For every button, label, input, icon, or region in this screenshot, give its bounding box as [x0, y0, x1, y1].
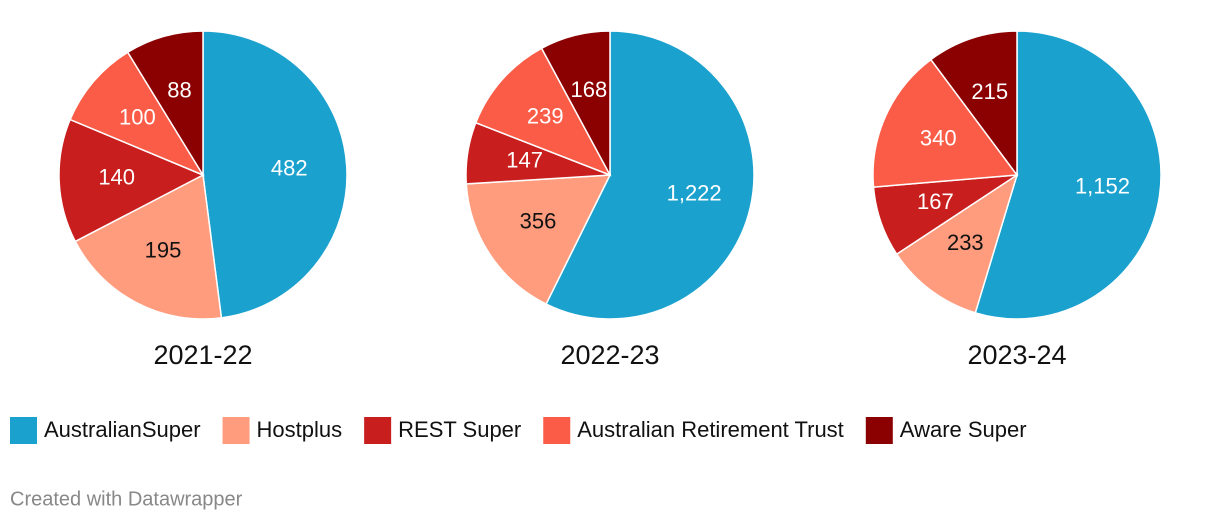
pie-slice: [474, 47, 612, 177]
pie-slice: [69, 51, 205, 177]
value-label: 1,152: [1075, 173, 1130, 198]
value-label: 482: [271, 155, 308, 180]
value-label: 100: [119, 105, 156, 130]
pie-title: 2021-22: [153, 340, 252, 370]
pie-slice: [974, 30, 1162, 320]
value-label: 140: [98, 164, 135, 189]
value-label: 167: [917, 189, 954, 214]
legend-label: Aware Super: [900, 417, 1027, 442]
value-label: 168: [570, 77, 607, 102]
pie-slice: [540, 30, 611, 176]
pie-slice: [126, 30, 204, 178]
value-label: 340: [920, 125, 957, 150]
legend-label: Australian Retirement Trust: [577, 417, 844, 442]
pie-slice: [929, 30, 1018, 178]
value-label: 147: [506, 147, 543, 172]
value-label: 195: [145, 237, 182, 262]
value-label: 233: [947, 230, 984, 255]
legend-swatch: [10, 417, 37, 444]
pie-slice: [74, 173, 223, 320]
pie-slice: [465, 174, 612, 306]
value-label: 1,222: [667, 180, 722, 205]
value-label: 356: [520, 209, 557, 234]
value-label: 239: [527, 104, 564, 129]
pie-slice: [58, 118, 205, 243]
pie-slice: [872, 58, 1019, 188]
legend-swatch: [364, 417, 392, 444]
legend-swatch: [543, 417, 571, 444]
legend-swatch: [222, 417, 250, 444]
value-label: 88: [167, 78, 191, 103]
legend-swatch: [865, 417, 893, 444]
credit: Created with Datawrapper: [10, 488, 243, 510]
legend-label: REST Super: [398, 417, 521, 442]
pie-title: 2022-23: [560, 340, 659, 370]
value-label: 215: [971, 79, 1008, 104]
legend-label: AustralianSuper: [44, 417, 201, 442]
pie-title: 2023-24: [967, 340, 1066, 370]
pie-slice: [545, 30, 755, 320]
pie-slice: [895, 173, 1019, 314]
pie-slice: [202, 30, 348, 319]
legend-label: Hostplus: [257, 417, 343, 442]
